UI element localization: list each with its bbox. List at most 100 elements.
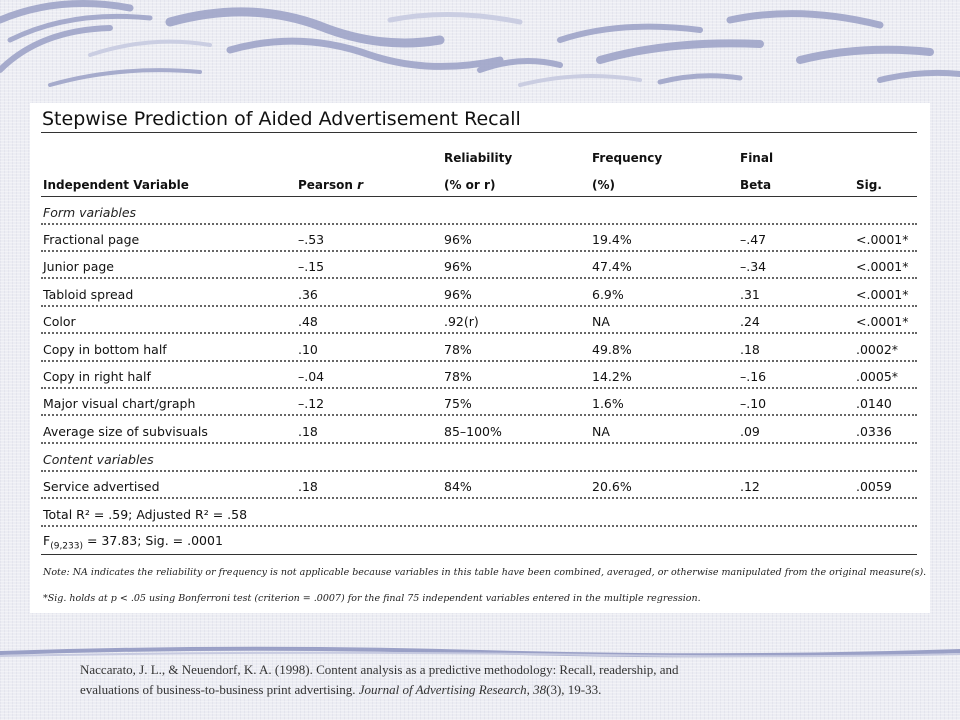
header-pearson: Pearson r <box>298 178 363 192</box>
cell-beta: .09 <box>740 423 760 439</box>
decorative-swirl-divider <box>0 646 960 658</box>
section-form-variables: Form variables <box>43 205 137 220</box>
summary-f-statistic: F(9,233) = 37.83; Sig. = .0001 <box>43 533 223 552</box>
cell-reliability: 75% <box>444 396 472 412</box>
cell-reliability: 78% <box>444 341 472 357</box>
cell-sig: .0336 <box>856 423 892 439</box>
cell-reliability: 96% <box>444 232 472 247</box>
title-rule <box>41 132 917 133</box>
citation-line-1: Naccarato, J. L., & Neuendorf, K. A. (19… <box>80 662 679 677</box>
cell-reliability: 84% <box>444 479 472 494</box>
table-row: Major visual chart/graph –.12 75% 1.6% –.10.… <box>30 396 930 416</box>
row-divider <box>41 250 917 252</box>
cell-sig: .0140 <box>856 396 892 412</box>
row-divider <box>41 525 917 527</box>
row-divider <box>41 277 917 280</box>
cell-pearson: –.04 <box>298 369 325 384</box>
cell-frequency: NA <box>592 423 610 439</box>
table-row: Average size of subvisuals .18 85–100% NA .0… <box>30 424 930 444</box>
cell-variable: Copy in right half <box>43 369 151 384</box>
cell-sig: <.0001* <box>856 286 909 302</box>
cell-pearson: .48 <box>298 314 318 330</box>
cell-frequency: 20.6% <box>592 479 632 494</box>
cell-sig: <.0001* <box>856 259 909 275</box>
table-row: Color .48 .92(r) NA .24 <.0001* <box>30 314 930 334</box>
decorative-swirl-header <box>0 0 960 87</box>
cell-frequency: 6.9% <box>592 286 624 302</box>
cell-pearson: .36 <box>298 286 318 302</box>
cell-beta: .24 <box>740 314 760 330</box>
row-divider <box>41 304 917 307</box>
cell-frequency: 47.4% <box>592 259 632 275</box>
table-row: Copy in bottom half .10 78% 49.8% .18 .0002* <box>30 342 930 362</box>
header-final: Final <box>740 151 774 165</box>
cell-pearson: –.15 <box>298 259 325 275</box>
header-independent-variable: Independent Variable <box>43 178 189 192</box>
cell-reliability: 85–100% <box>444 423 502 439</box>
cell-beta: –.34 <box>740 259 767 275</box>
cell-beta: .12 <box>740 479 760 494</box>
cell-reliability: 96% <box>444 286 472 302</box>
row-divider <box>41 359 917 362</box>
cell-frequency: 49.8% <box>592 341 632 357</box>
row-divider <box>41 470 917 472</box>
note-na: Note: NA indicates the reliability or fr… <box>43 567 927 578</box>
cell-sig: .0005* <box>856 369 899 384</box>
cell-sig: .0002* <box>856 341 899 357</box>
cell-variable: Fractional page <box>43 232 140 247</box>
cell-frequency: 14.2% <box>592 369 632 384</box>
row-divider <box>41 441 917 444</box>
cell-variable: Copy in bottom half <box>43 341 167 357</box>
cell-beta: –.16 <box>740 369 767 384</box>
cell-frequency: NA <box>592 314 610 330</box>
cell-reliability: 96% <box>444 259 472 275</box>
cell-frequency: 1.6% <box>592 396 624 412</box>
citation: Naccarato, J. L., & Neuendorf, K. A. (19… <box>80 660 900 700</box>
cell-pearson: .10 <box>298 341 318 357</box>
header-reliability-unit: (% or r) <box>444 178 496 192</box>
cell-reliability: .92(r) <box>444 314 479 330</box>
citation-line-2: evaluations of business-to-business prin… <box>80 682 602 697</box>
table-row: Service advertised .18 84% 20.6% .12 .0059 <box>30 479 930 499</box>
cell-pearson: –.12 <box>298 396 325 412</box>
cell-variable: Junior page <box>43 259 114 275</box>
note-significance: *Sig. holds at p < .05 using Bonferroni … <box>43 593 701 604</box>
cell-pearson: –.53 <box>298 232 325 247</box>
header-rule <box>41 196 917 197</box>
cell-beta: .31 <box>740 286 760 302</box>
cell-pearson: .18 <box>298 479 318 494</box>
row-divider <box>41 497 917 499</box>
cell-beta: .18 <box>740 341 760 357</box>
cell-reliability: 78% <box>444 369 472 384</box>
row-divider <box>41 223 917 225</box>
row-divider <box>41 387 917 389</box>
cell-sig: .0059 <box>856 479 892 494</box>
cell-variable: Color <box>43 314 76 330</box>
header-sig: Sig. <box>856 178 882 192</box>
summary-rule <box>41 554 917 555</box>
cell-sig: <.0001* <box>856 232 909 247</box>
cell-pearson: .18 <box>298 423 318 439</box>
table-row: Fractional page –.53 96% 19.4% –.47 <.0001* <box>30 232 930 252</box>
cell-variable: Average size of subvisuals <box>43 423 208 439</box>
row-divider <box>41 332 917 335</box>
header-frequency-unit: (%) <box>592 178 615 192</box>
section-content-variables: Content variables <box>43 452 154 467</box>
header-reliability: Reliability <box>444 151 513 165</box>
cell-variable: Service advertised <box>43 479 160 494</box>
row-divider <box>41 414 917 417</box>
summary-r-squared: Total R² = .59; Adjusted R² = .58 <box>43 507 248 522</box>
cell-sig: <.0001* <box>856 314 909 330</box>
cell-beta: –.47 <box>740 232 767 247</box>
cell-variable: Major visual chart/graph <box>43 396 196 412</box>
table-row: Copy in right half –.04 78% 14.2% –.16 .0005* <box>30 369 930 389</box>
citation-journal: Journal of Advertising Research, 38 <box>358 682 547 697</box>
cell-variable: Tabloid spread <box>43 286 134 302</box>
regression-table: Stepwise Prediction of Aided Advertiseme… <box>30 103 930 613</box>
header-frequency: Frequency <box>592 151 663 165</box>
cell-beta: –.10 <box>740 396 767 412</box>
table-title: Stepwise Prediction of Aided Advertiseme… <box>42 108 521 130</box>
table-row: Junior page –.15 96% 47.4% –.34 <.0001* <box>30 259 930 279</box>
table-row: Tabloid spread .36 96% 6.9% .31 <.0001* <box>30 287 930 307</box>
header-beta: Beta <box>740 178 772 192</box>
